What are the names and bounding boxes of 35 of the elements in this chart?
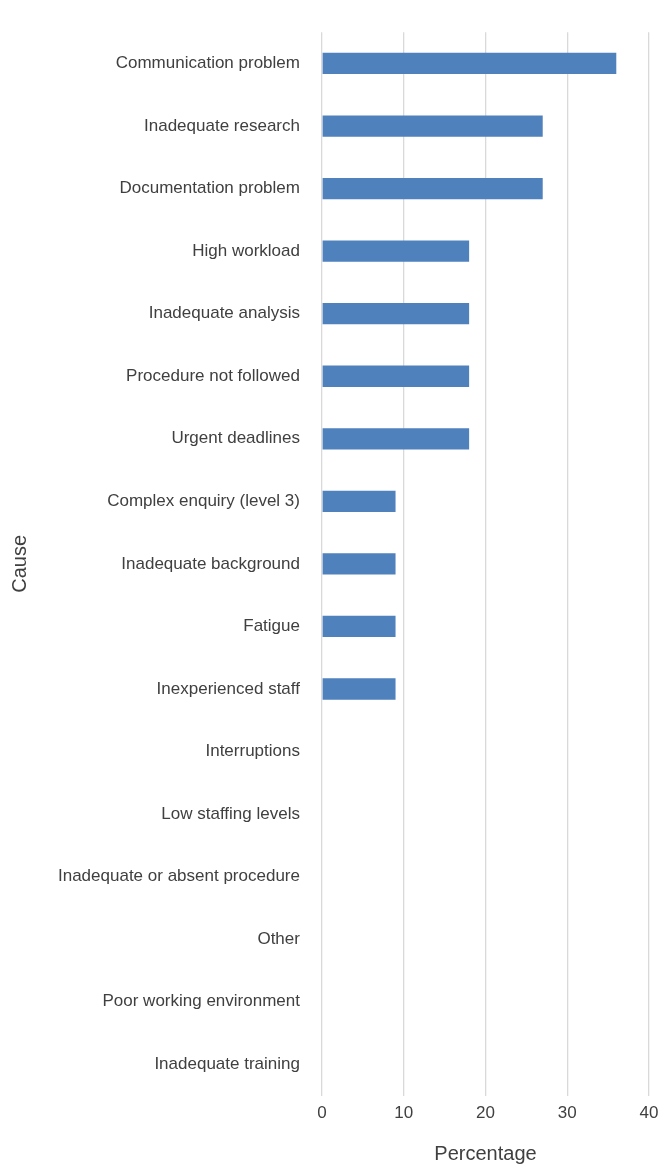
bar	[322, 115, 543, 137]
x-tick-label: 10	[394, 1103, 414, 1123]
y-tick-label: Communication problem	[115, 53, 300, 73]
y-tick-label: Procedure not followed	[126, 365, 300, 385]
y-tick-label: Documentation problem	[119, 178, 300, 198]
x-tick-label: 20	[476, 1103, 495, 1123]
y-tick-label: Complex enquiry (level 3)	[107, 491, 300, 511]
y-tick-label: Inadequate or absent procedure	[57, 866, 300, 886]
bar	[322, 303, 470, 325]
x-tick-label: 40	[639, 1103, 659, 1123]
y-tick-label: Interruptions	[205, 741, 300, 761]
bar	[322, 52, 617, 75]
y-tick-label: Urgent deadlines	[171, 428, 300, 448]
x-axis-title: Percentage	[434, 1141, 537, 1164]
y-axis-title: Cause	[7, 534, 30, 593]
bar	[322, 177, 543, 200]
bar	[322, 615, 396, 638]
y-tick-label: Inadequate training	[154, 1054, 300, 1074]
y-tick-label: Fatigue	[243, 616, 300, 636]
bar	[322, 240, 470, 262]
bar	[322, 678, 396, 700]
x-tick-label: 0	[317, 1103, 327, 1123]
bar	[322, 490, 396, 512]
y-tick-label: Poor working environment	[102, 991, 301, 1011]
y-tick-label: Inadequate research	[144, 115, 300, 135]
y-tick-label: Low staffing levels	[161, 803, 300, 823]
bar	[322, 553, 396, 575]
bar	[322, 365, 470, 387]
y-tick-label: Inexperienced staff	[156, 678, 301, 698]
y-tick-label: High workload	[192, 240, 300, 260]
x-tick-label: 30	[557, 1103, 577, 1123]
bar	[322, 428, 470, 450]
y-tick-label: Inadequate analysis	[148, 303, 300, 323]
y-tick-label: Other	[257, 928, 301, 948]
y-tick-label: Inadequate background	[121, 553, 300, 573]
